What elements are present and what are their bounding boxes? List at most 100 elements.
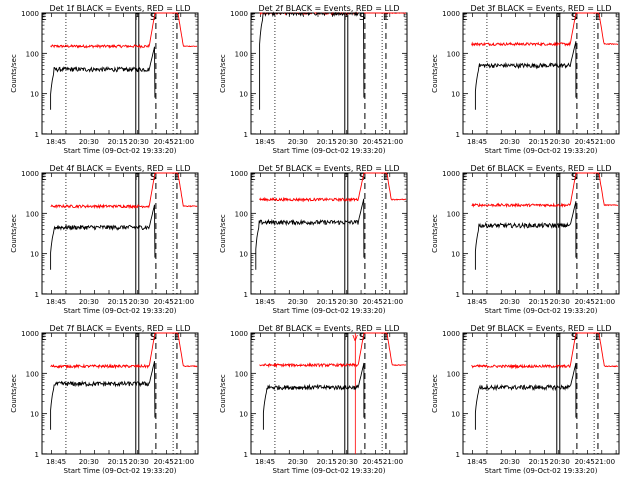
y-tick-label: 10: [30, 411, 39, 419]
x-tick-label: 20:30: [550, 298, 570, 306]
marker-label: E: [462, 13, 468, 23]
x-axis-label: Start Time (09-Oct-02 19:33:20): [273, 147, 386, 155]
x-tick-label: 21:00: [174, 458, 194, 466]
y-axis-label: Counts/sec: [10, 54, 18, 93]
y-tick-label: 1000: [21, 170, 39, 178]
marker-label: E: [250, 173, 256, 183]
x-axis-label: Start Time (09-Oct-02 19:33:20): [485, 467, 598, 475]
panel-title: Det 2f BLACK = Events, RED = LLD: [258, 4, 399, 13]
plot-frame: [462, 332, 620, 455]
y-tick-label: 10: [239, 411, 248, 419]
plot-frame: [250, 12, 408, 135]
series-lld: [50, 12, 198, 49]
y-tick-label: 100: [26, 50, 39, 58]
x-tick-label: 20:45: [575, 458, 595, 466]
marker-label: E: [174, 173, 180, 183]
y-tick-label: 1: [244, 451, 248, 459]
x-tick-label: 21:00: [383, 138, 403, 146]
x-tick-label: 20:30: [500, 298, 520, 306]
x-tick-label: 20:30: [129, 458, 149, 466]
marker-label: F: [556, 173, 561, 183]
x-tick-label: 20:30: [129, 138, 149, 146]
series-lld: [471, 12, 618, 47]
panel-det-4: Det 4f BLACK = Events, RED = LLD 1 10 100 10…: [10, 164, 199, 315]
panel-title: Det 7f BLACK = Events, RED = LLD: [49, 324, 190, 333]
y-axis-label: Counts/sec: [431, 374, 439, 413]
marker-label: S: [359, 12, 365, 23]
marker-label: S: [150, 172, 156, 183]
x-tick-label: 20:15: [529, 138, 549, 146]
y-tick-label: 100: [447, 50, 460, 58]
x-axis-label: Start Time (09-Oct-02 19:33:20): [64, 467, 177, 475]
x-axis-label: Start Time (09-Oct-02 19:33:20): [64, 147, 177, 155]
x-axis-label: Start Time (09-Oct-02 19:33:20): [485, 307, 598, 315]
x-tick-label: 20:30: [288, 298, 308, 306]
panel-title: Det 9f BLACK = Events, RED = LLD: [470, 324, 611, 333]
panel-title: Det 8f BLACK = Events, RED = LLD: [258, 324, 399, 333]
marker-label: E: [595, 173, 601, 183]
marker-label: E: [462, 333, 468, 343]
y-tick-label: 1000: [21, 10, 39, 18]
x-tick-label: 20:15: [317, 138, 337, 146]
x-tick-label: 18:45: [46, 298, 66, 306]
y-tick-label: 10: [30, 91, 39, 99]
marker-label: S: [150, 12, 156, 23]
panel-title: Det 1f BLACK = Events, RED = LLD: [49, 4, 190, 13]
plot-frame: [250, 172, 408, 295]
x-tick-label: 20:30: [500, 138, 520, 146]
y-tick-label: 10: [451, 91, 460, 99]
panel-det-7: Det 7f BLACK = Events, RED = LLD 1 10 100 10…: [10, 324, 199, 475]
x-tick-label: 20:45: [363, 298, 383, 306]
x-tick-label: 21:00: [174, 138, 194, 146]
series-lld: [471, 332, 619, 370]
y-tick-label: 1: [456, 291, 460, 299]
x-tick-label: 20:30: [338, 458, 358, 466]
x-tick-label: 20:45: [363, 458, 383, 466]
x-tick-label: 20:30: [288, 138, 308, 146]
y-tick-label: 1: [456, 451, 460, 459]
y-axis-label: Counts/sec: [219, 374, 227, 413]
marker-label: E: [250, 13, 256, 23]
y-tick-label: 100: [447, 210, 460, 218]
y-axis-label: Counts/sec: [219, 54, 227, 93]
panel-det-6: Det 6f BLACK = Events, RED = LLD 1 10 100 10…: [431, 164, 620, 315]
x-tick-label: 21:00: [174, 298, 194, 306]
marker-label: V: [352, 334, 358, 343]
x-tick-label: 20:45: [363, 138, 383, 146]
marker-label: F: [344, 13, 349, 23]
y-axis-label: Counts/sec: [431, 214, 439, 253]
x-tick-label: 18:45: [255, 298, 275, 306]
marker-label: F: [556, 13, 561, 23]
marker-label: F: [135, 13, 140, 23]
marker-label: F: [344, 333, 349, 343]
x-tick-label: 20:15: [317, 458, 337, 466]
x-tick-label: 20:15: [108, 138, 128, 146]
x-tick-label: 20:30: [79, 138, 99, 146]
series-lld: [259, 172, 407, 203]
y-tick-label: 1000: [230, 330, 248, 338]
x-tick-label: 20:15: [529, 298, 549, 306]
series-events: [259, 11, 365, 110]
series-events: [255, 198, 365, 270]
series-events: [50, 361, 156, 430]
y-tick-label: 1000: [442, 170, 460, 178]
panel-title: Det 5f BLACK = Events, RED = LLD: [258, 164, 399, 173]
x-tick-label: 20:30: [338, 138, 358, 146]
y-tick-label: 1: [244, 291, 248, 299]
panel-det-9: Det 9f BLACK = Events, RED = LLD 1 10 100 10…: [431, 324, 620, 475]
y-axis-label: Counts/sec: [219, 214, 227, 253]
y-tick-label: 10: [451, 251, 460, 259]
marker-label: S: [359, 172, 365, 183]
x-tick-label: 20:15: [317, 298, 337, 306]
y-tick-label: 100: [235, 370, 248, 378]
x-tick-label: 21:00: [595, 458, 615, 466]
x-tick-label: 20:45: [575, 138, 595, 146]
y-tick-label: 1000: [442, 10, 460, 18]
panel-det-2: Det 2f BLACK = Events, RED = LLD 1 10 100 10…: [219, 4, 408, 155]
marker-label: E: [41, 333, 47, 343]
x-tick-label: 20:30: [550, 458, 570, 466]
panel-det-1: Det 1f BLACK = Events, RED = LLD 1 10 100 10…: [10, 4, 199, 155]
y-tick-label: 100: [447, 370, 460, 378]
plot-frame: [250, 332, 408, 455]
